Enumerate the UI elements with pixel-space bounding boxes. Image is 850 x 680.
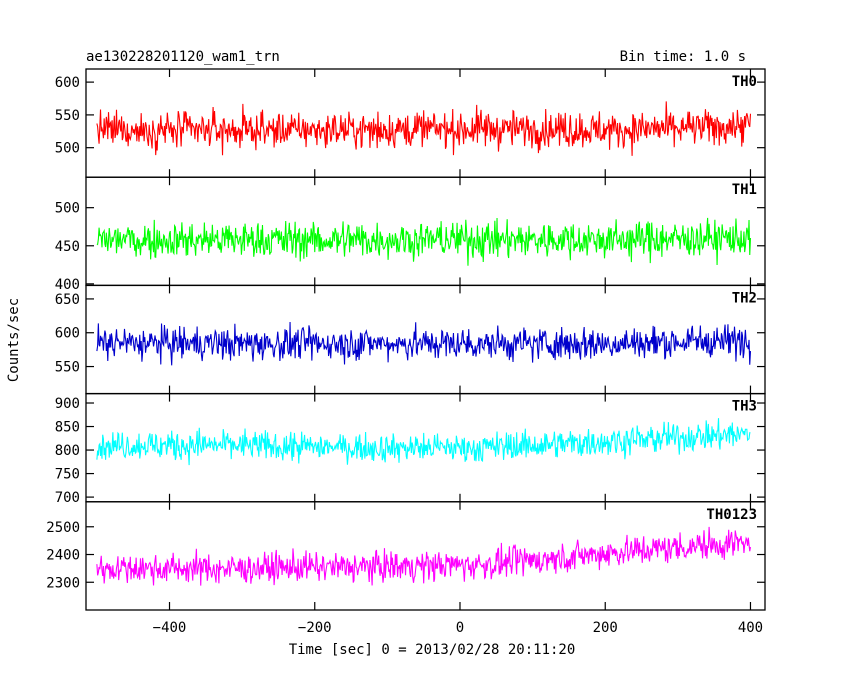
y-tick-label: 750	[55, 467, 80, 483]
y-tick-label: 2400	[46, 548, 80, 564]
panel-name-th3: TH3	[732, 399, 757, 415]
y-tick-label: 700	[55, 490, 80, 506]
y-tick-label: 500	[55, 141, 80, 157]
series-line-th0	[96, 101, 752, 156]
y-tick-label: 650	[55, 292, 80, 308]
y-tick-label: 600	[55, 75, 80, 91]
series-line-th1	[96, 217, 752, 266]
panel-th0: 500 550 600 TH0	[55, 68, 766, 178]
series-line-th3	[96, 418, 751, 466]
panel-name-th1: TH1	[732, 182, 757, 198]
y-tick-label: 2500	[46, 520, 80, 536]
x-tick-label: 400	[738, 620, 763, 636]
y-tick-label: 500	[55, 201, 80, 217]
y-tick-label: 900	[55, 396, 80, 412]
y-tick-label: 550	[55, 360, 80, 376]
y-tick-label: 400	[55, 277, 80, 293]
y-tick-label: 800	[55, 443, 80, 459]
x-axis-ticks: −400 −200 0 200 400	[153, 620, 763, 636]
panel-th3: 700 750 800 850 900 TH3	[55, 392, 766, 506]
x-tick-label: −400	[153, 620, 187, 636]
series-line-th2	[96, 321, 752, 366]
y-tick-label: 2300	[46, 575, 80, 591]
x-tick-label: 200	[593, 620, 618, 636]
bin-time-label: Bin time: 1.0 s	[620, 49, 746, 65]
y-tick-label: 450	[55, 239, 80, 255]
panel-th0123: 2300 2400 2500 TH0123	[46, 501, 766, 611]
y-axis-label: Counts/sec	[6, 298, 22, 382]
x-tick-label: −200	[298, 620, 332, 636]
x-tick-label: 0	[456, 620, 464, 636]
series-line-th0123	[96, 526, 752, 586]
panel-name-th0: TH0	[732, 74, 757, 90]
panel-frame	[85, 501, 766, 611]
panel-th2: 550 600 650 TH2	[55, 284, 766, 395]
x-axis-label: Time [sec] 0 = 2013/02/28 20:11:20	[289, 642, 576, 658]
y-tick-label: 850	[55, 420, 80, 436]
panel-name-th0123: TH0123	[706, 507, 757, 523]
y-tick-label: 550	[55, 108, 80, 124]
panel-name-th2: TH2	[732, 290, 757, 306]
observation-title: ae130228201120_wam1_trn	[86, 49, 280, 65]
panel-th1: 400 450 500 TH1	[55, 176, 766, 293]
y-tick-label: 600	[55, 326, 80, 342]
